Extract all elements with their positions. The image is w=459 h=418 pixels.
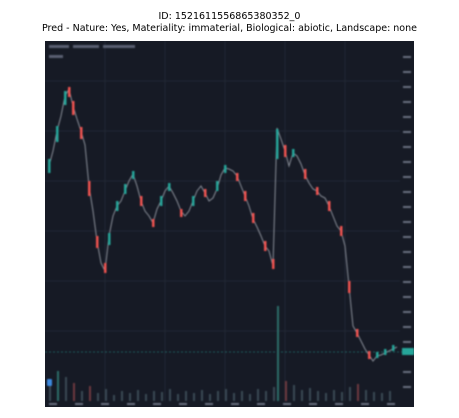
price-series-line [48, 87, 398, 362]
trading-chart-screenshot [45, 41, 414, 407]
chart-grid [45, 41, 400, 401]
chart-header [49, 45, 135, 58]
volume-bars [49, 306, 391, 401]
prediction-caption: Pred - Nature: Yes, Materiality: immater… [42, 23, 417, 34]
candles [48, 87, 395, 359]
candlestick-chart [45, 41, 414, 405]
price-axis [403, 56, 411, 388]
current-price-tag [402, 348, 414, 355]
image-id-caption: ID: 1521611556865380352_0 [158, 11, 301, 22]
logo-badge [47, 379, 52, 386]
time-axis [49, 403, 395, 405]
